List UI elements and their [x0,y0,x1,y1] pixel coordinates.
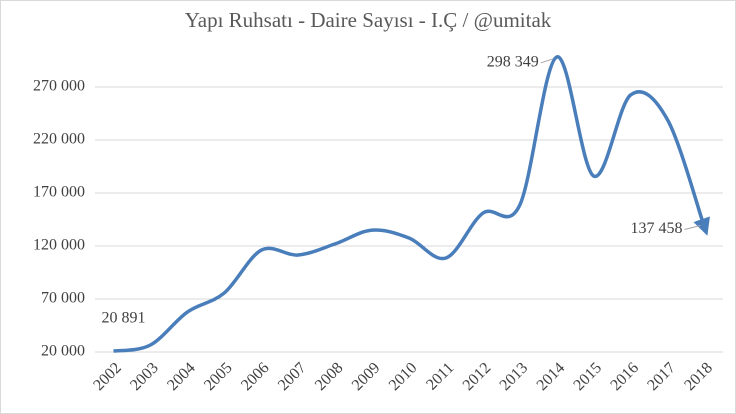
y-tick-label: 20 000 [41,343,85,360]
data-label: 137 458 [631,220,683,237]
leader-line [540,58,553,64]
chart-title: Yapı Ruhsatı - Daire Sayısı - I.Ç / @umi… [185,8,552,32]
data-label: 20 891 [101,310,145,327]
y-tick-label: 220 000 [33,131,85,148]
y-tick-label: 70 000 [41,290,85,307]
data-label: 298 349 [487,54,539,71]
y-tick-label: 170 000 [33,184,85,201]
y-tick-label: 120 000 [33,237,85,254]
data-line [113,55,710,353]
y-tick-label: 270 000 [33,78,85,95]
leader-line [684,225,701,230]
